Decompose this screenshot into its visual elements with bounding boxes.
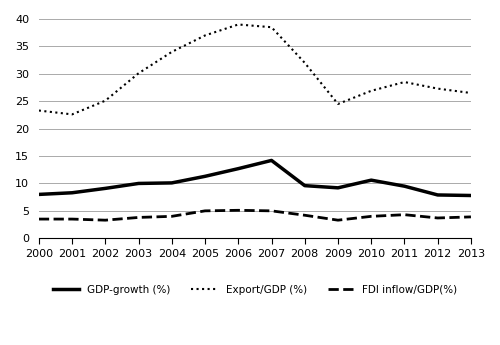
Legend: GDP-growth (%), Export/GDP (%), FDI inflow/GDP(%): GDP-growth (%), Export/GDP (%), FDI infl…: [48, 280, 462, 299]
